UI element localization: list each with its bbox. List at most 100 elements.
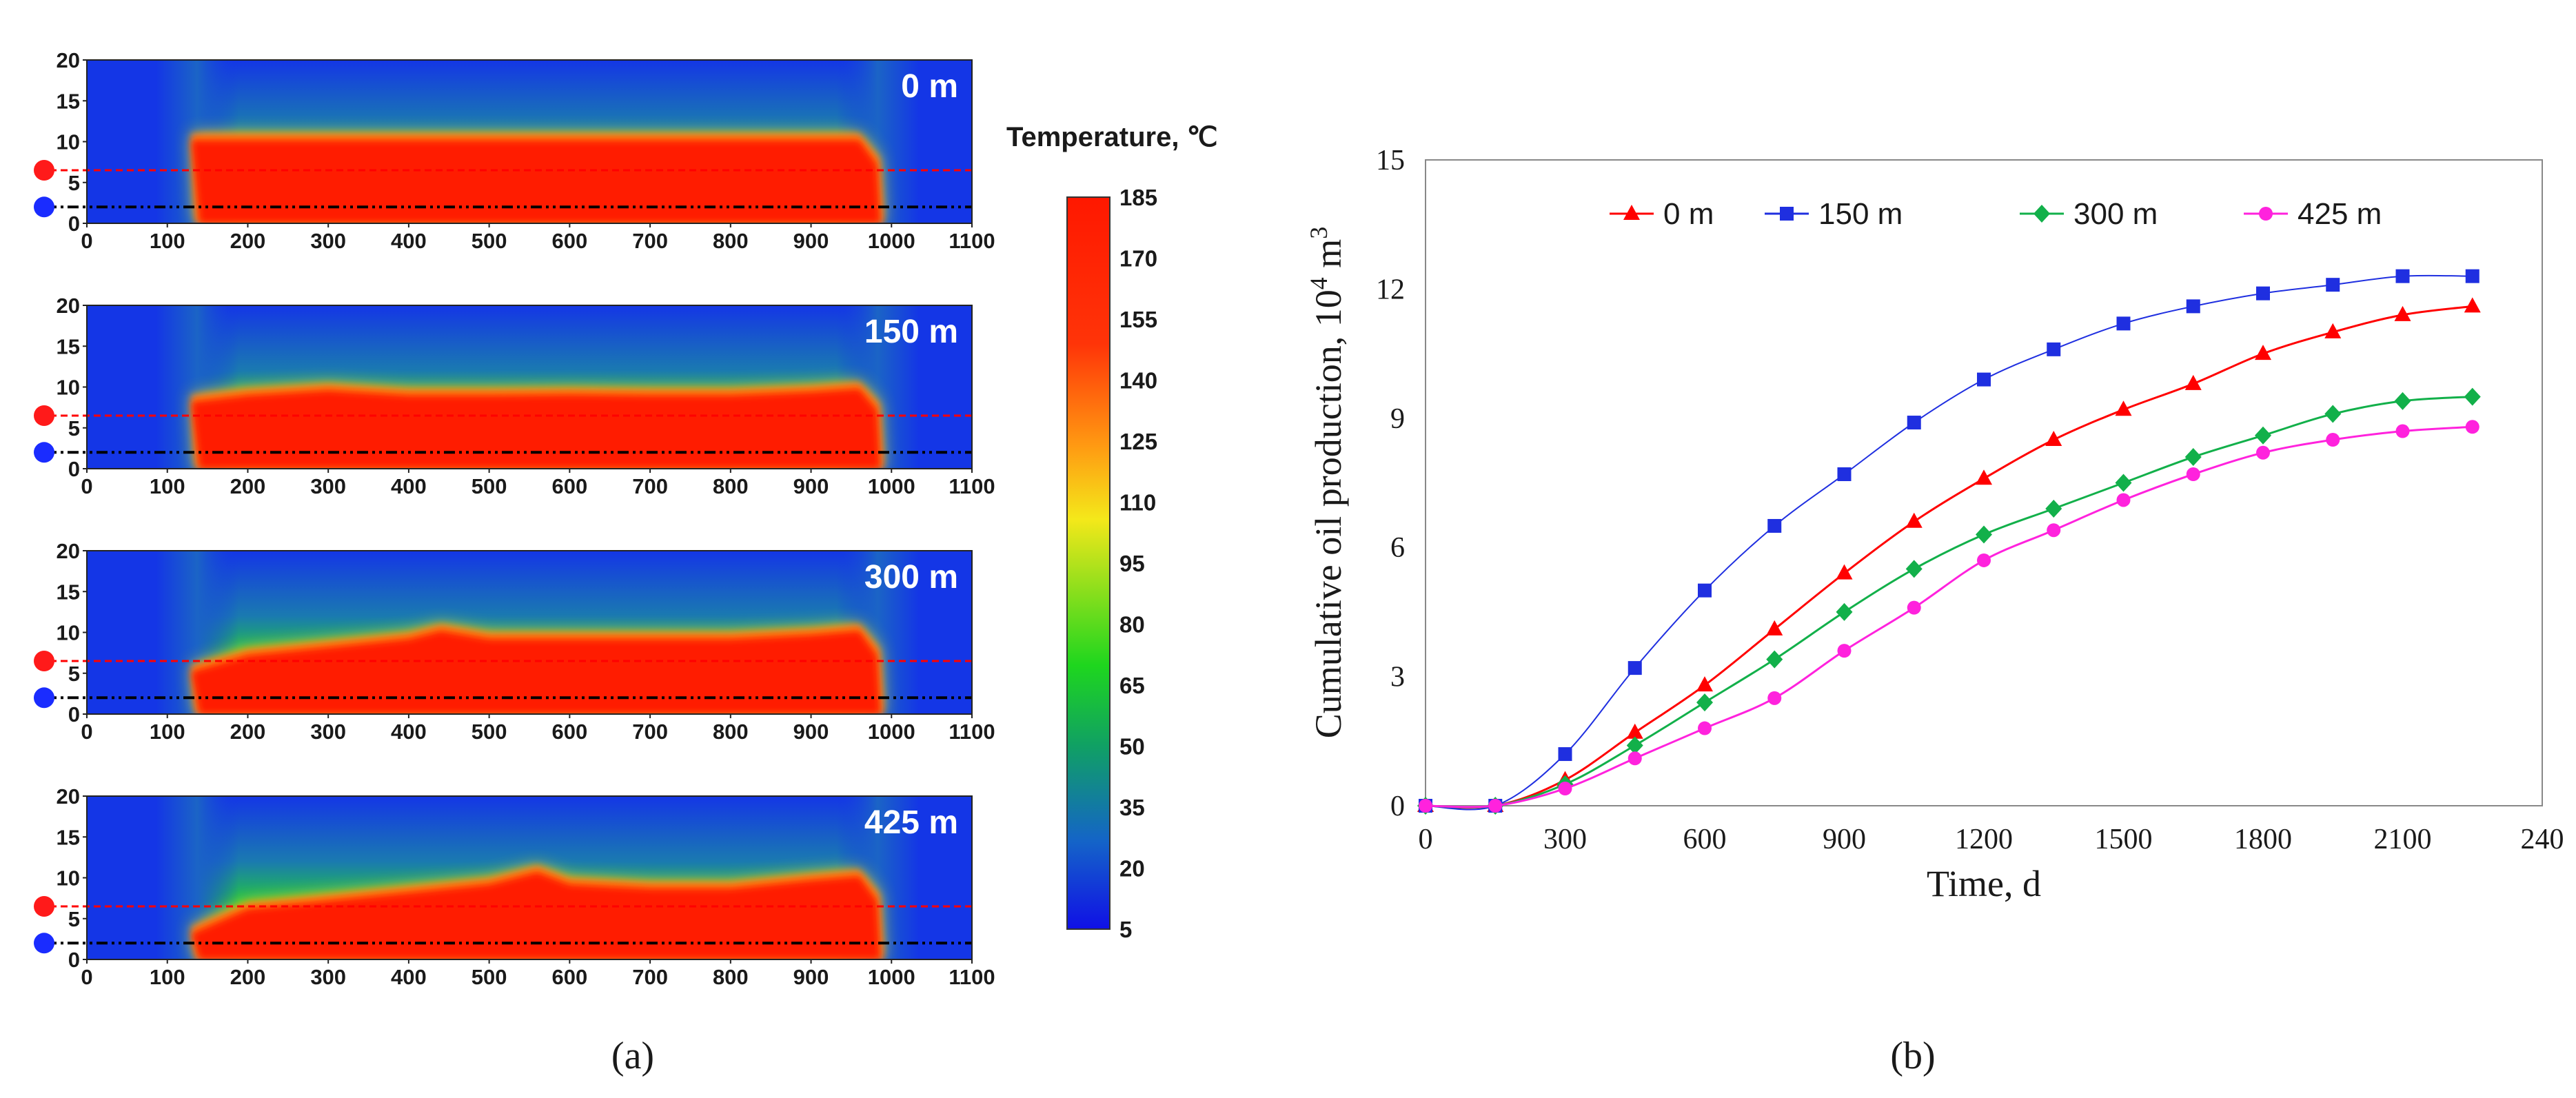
data-point [1907, 600, 1921, 615]
x-tick-label: 600 [551, 720, 587, 744]
x-tick-label: 700 [632, 720, 668, 744]
data-point [2464, 387, 2481, 406]
data-point [1626, 723, 1643, 739]
x-tick-label: 900 [793, 965, 829, 989]
x-tick-label: 200 [230, 474, 266, 498]
x-tick-label: 400 [391, 474, 427, 498]
colorbar-tick-label: 65 [1119, 673, 1145, 698]
y-tick-label: 20 [57, 539, 80, 563]
x-tick-label: 700 [632, 229, 668, 253]
steam-chamber-core [191, 631, 880, 714]
legend-marker [2034, 205, 2050, 223]
y-tick-label: 15 [57, 580, 80, 604]
data-point [2045, 431, 2062, 447]
x-tick-label: 400 [391, 965, 427, 989]
x-tick-label: 500 [471, 720, 507, 744]
y-tick-label: 20 [57, 784, 80, 809]
x-tick-label: 2100 [2374, 824, 2432, 855]
data-point [2047, 523, 2061, 538]
legend-label: 425 m [2298, 197, 2382, 231]
colorbar-tick-label: 140 [1119, 368, 1157, 394]
data-point [1698, 721, 1712, 735]
data-point [2045, 499, 2062, 518]
x-tick-label: 800 [713, 720, 749, 744]
injector-well-marker [34, 405, 54, 426]
x-tick-label: 1500 [2095, 824, 2153, 855]
data-point [1907, 416, 1921, 430]
x-tick-label: 100 [150, 965, 185, 989]
x-tick-label: 1000 [868, 965, 915, 989]
legend-label: 300 m [2073, 197, 2158, 231]
x-tick-label: 0 [1419, 824, 1433, 855]
x-tick-label: 300 [310, 229, 346, 253]
x-tick-label: 800 [713, 474, 749, 498]
x-tick-label: 300 [1543, 824, 1587, 855]
x-tick-label: 0 [81, 965, 92, 989]
legend-marker [1780, 207, 1794, 221]
y-tick-label: 15 [57, 89, 80, 113]
colorbar-tick-label: 50 [1119, 734, 1145, 760]
x-tick-label: 1200 [1955, 824, 2013, 855]
data-point [2115, 474, 2132, 492]
legend-label: 150 m [1818, 197, 1903, 231]
x-tick-label: 1000 [868, 474, 915, 498]
colorbar-tick-label: 20 [1119, 856, 1145, 882]
x-tick-label: 0 [81, 474, 92, 498]
y-tick-label: 6 [1390, 532, 1405, 564]
colorbar-gradient [1066, 196, 1110, 930]
data-point [2255, 426, 2271, 445]
producer-well-marker [34, 442, 54, 463]
y-tick-label: 5 [68, 662, 80, 686]
y-tick-label: 9 [1390, 403, 1405, 435]
y-tick-label: 0 [1390, 791, 1405, 822]
x-tick-label: 900 [793, 229, 829, 253]
injector-well-marker [34, 159, 54, 181]
y-tick-label: 10 [57, 621, 80, 645]
x-tick-label: 100 [150, 229, 185, 253]
data-point [2465, 269, 2479, 283]
colorbar-tick-label: 35 [1119, 795, 1145, 820]
x-tick-label: 1000 [868, 720, 915, 744]
heatmap-panel-label: 425 m [864, 804, 958, 841]
data-point [1767, 691, 1782, 705]
producer-well-marker [34, 933, 54, 954]
data-point [2184, 374, 2202, 390]
y-tick-label: 20 [57, 294, 80, 318]
steam-chamber-core [191, 872, 880, 959]
data-point [1766, 650, 1783, 669]
y-tick-label: 12 [1376, 274, 1405, 305]
x-tick-label: 1100 [949, 965, 995, 989]
data-point [1976, 525, 1992, 544]
injector-well-marker [34, 650, 54, 671]
x-tick-label: 600 [551, 965, 587, 989]
cumulative-oil-line-chart: 0 3 6 9 12 15 0 300 600 900 1200 1500 1800 2100 240 0 … [1305, 145, 2564, 904]
colorbar-tick-label: 110 [1119, 490, 1156, 516]
x-tick-label: 300 [310, 720, 346, 744]
data-point [1696, 676, 1713, 692]
x-tick-label: 1100 [949, 229, 995, 253]
data-point [2326, 433, 2340, 447]
data-point [2255, 345, 2271, 360]
data-point [1698, 583, 1712, 598]
data-point [1419, 799, 1432, 813]
legend-label: 0 m [1663, 197, 1714, 231]
y-tick-label: 5 [68, 416, 80, 440]
x-tick-label: 500 [471, 965, 507, 989]
heatmap-panel [87, 305, 972, 469]
data-point [2464, 297, 2481, 313]
x-tick-label: 700 [632, 474, 668, 498]
heatmap-panel-label: 150 m [864, 314, 958, 350]
colorbar-tick-label: 125 [1119, 429, 1157, 454]
data-point [1977, 553, 1991, 567]
data-point [1837, 644, 1852, 658]
data-point [1977, 372, 1991, 387]
panel-label-b: (b) [1890, 1035, 1935, 1077]
data-point [1558, 782, 1572, 796]
series-line-300-m [1425, 396, 2473, 809]
y-axis-label: Cumulative oil production, 104 m3 [1305, 227, 1349, 738]
x-tick-label: 500 [471, 474, 507, 498]
data-point [1488, 799, 1503, 813]
y-tick-label: 0 [68, 948, 80, 972]
data-point [2394, 392, 2411, 410]
x-tick-label: 600 [551, 474, 587, 498]
